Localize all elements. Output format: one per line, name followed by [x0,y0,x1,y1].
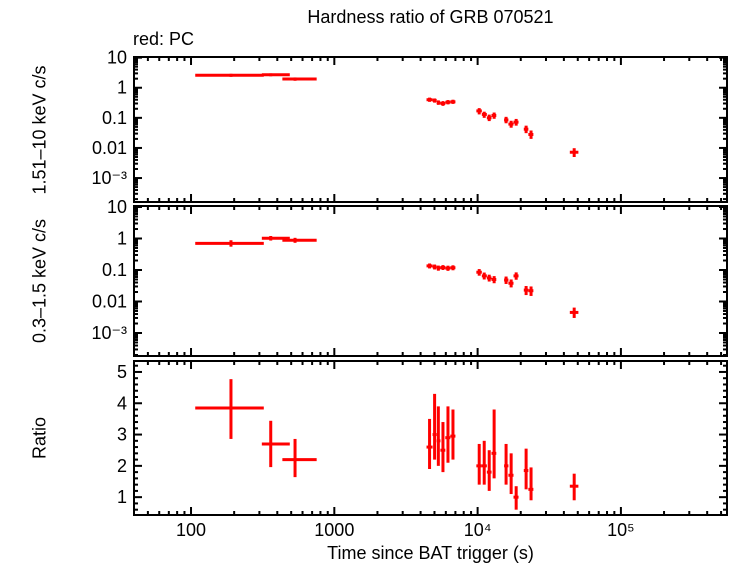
data-point [523,125,529,134]
x-ticks [146,206,723,356]
x-tick-label: 10⁵ [607,520,634,540]
data-point [523,448,529,490]
data-point [436,265,441,271]
y-tick-label: 0.01 [92,291,127,311]
panel-1: 10 1 0.1 0.01 10⁻³ [91,197,728,357]
data-point [195,379,264,439]
data-point [508,279,514,288]
data-point [436,406,441,466]
data-point [282,237,317,243]
x-tick-label: 100 [176,520,206,540]
data-point [504,443,509,485]
data-point [436,100,441,105]
data-point [491,409,497,479]
mode-legend-label: red: PC [133,29,195,49]
data-point [486,274,492,282]
y-ticks [134,364,727,511]
data-point [432,393,437,460]
data-point [481,440,487,485]
y-tick-label: 10 [107,197,127,217]
data-point [504,116,509,124]
y-tick-label: 10⁻³ [91,168,127,188]
data-point [476,269,482,276]
data-point [450,409,456,460]
data-point [426,418,433,469]
data-point [440,265,446,270]
panel-frame [133,205,728,357]
panel-frame [133,56,728,203]
data-series [195,73,579,158]
x-ticks [146,361,723,515]
y-tick-label: 10⁻³ [91,323,127,343]
data-point [432,98,437,103]
data-point [528,130,534,139]
data-point [523,286,529,296]
y-tick-label: 1 [117,487,127,507]
x-ticks [146,57,723,202]
data-point [426,97,433,102]
y-tick-label: 1 [117,228,127,248]
data-point [528,467,534,501]
data-point [569,473,579,501]
y-tick-label: 3 [117,425,127,445]
panel-0: 10 1 0.1 0.01 10⁻³ [91,48,728,203]
y-tick-label: 0.01 [92,138,127,158]
data-point [504,276,509,284]
data-point [476,443,482,485]
y-tick-label: 1 [117,78,127,98]
panel-frame [133,360,728,516]
y-ticks [134,206,727,357]
data-point [426,263,433,269]
data-point [486,450,492,491]
figure-title: Hardness ratio of GRB 070521 [307,7,554,27]
data-point [440,101,446,106]
data-point [481,272,487,280]
y-tick-label: 0.1 [102,260,127,280]
data-point [440,422,446,473]
data-point [195,73,264,77]
data-point [445,406,451,463]
y-tick-label: 10 [107,48,127,68]
y-tick-label: 5 [117,362,127,382]
x-tick-label: 10⁴ [464,520,492,540]
data-point [445,100,451,105]
data-point [513,272,519,280]
y-tick-label: 0.1 [102,108,127,128]
data-point [508,120,514,128]
data-point [432,264,437,270]
data-point [261,420,290,468]
data-point [528,286,534,296]
data-point [476,108,482,115]
y-tick-label: 4 [117,393,127,413]
data-series [195,379,579,510]
data-point [491,276,497,284]
x-tick-label: 1000 [314,520,354,540]
y-tick-label: 2 [117,456,127,476]
data-point [569,148,579,158]
data-point [282,77,317,81]
data-point [450,99,456,104]
y-ticks [134,56,727,201]
data-point [445,265,451,271]
data-point [491,112,497,119]
data-point [261,236,290,241]
data-point [513,486,519,510]
data-point [569,307,579,318]
data-point [282,438,317,478]
data-point [513,118,519,126]
data-point [195,240,264,247]
x-tick-labels: 100 1000 10⁴ 10⁵ [176,520,635,540]
x-axis-label: Time since BAT trigger (s) [327,543,534,563]
data-point [481,111,487,118]
data-point [486,114,492,122]
data-point [261,73,290,77]
panel-2: 1 2 3 4 5 [117,360,728,516]
data-series [195,236,579,318]
data-point [450,265,456,271]
data-point [508,453,514,495]
